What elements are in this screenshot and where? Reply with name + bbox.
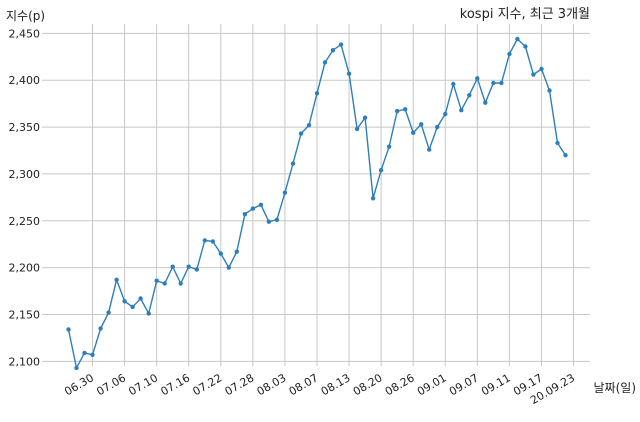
data-point (467, 93, 472, 98)
data-point (435, 124, 440, 130)
data-point (170, 264, 175, 269)
x-tick-label: 08.20 (351, 371, 385, 398)
data-point (194, 267, 199, 272)
data-point (395, 108, 400, 114)
data-point (515, 36, 520, 42)
data-point (282, 190, 288, 195)
data-point (202, 238, 207, 243)
data-point (459, 108, 464, 113)
data-point (130, 304, 135, 310)
x-tick-label: 08.03 (255, 371, 289, 398)
x-tick-label: 08.13 (319, 371, 353, 398)
x-tick-label: 08.26 (383, 371, 417, 398)
data-point (266, 219, 272, 224)
data-point (443, 111, 448, 117)
x-tick-label: 07.22 (191, 371, 225, 398)
y-tick-label: 2,250 (9, 215, 41, 228)
data-point (218, 251, 223, 256)
data-point (66, 327, 71, 332)
data-point (298, 131, 304, 136)
y-tick-label: 2,350 (9, 121, 41, 134)
x-tick-label: 07.28 (223, 371, 257, 398)
data-point (90, 352, 95, 357)
data-point (122, 299, 127, 304)
x-tick-label: 09.11 (479, 371, 513, 398)
data-point (386, 144, 392, 149)
data-point (74, 365, 79, 371)
data-point (258, 202, 264, 207)
data-point (330, 48, 336, 53)
y-tick-label: 2,200 (9, 262, 41, 275)
data-point (403, 107, 408, 112)
y-axis-label: 지수(p) (6, 9, 45, 23)
data-point (547, 88, 552, 93)
data-point (523, 44, 528, 49)
data-point (338, 42, 344, 47)
data-point (370, 196, 376, 201)
y-tick-label: 2,450 (9, 27, 41, 40)
data-point (555, 140, 560, 146)
data-point (242, 212, 248, 217)
data-point (483, 100, 488, 105)
data-point (106, 310, 111, 315)
x-axis-label: 날짜(일) (594, 381, 636, 395)
data-point (499, 80, 504, 86)
data-point (290, 161, 296, 166)
data-point (475, 76, 480, 81)
x-tick-label: 07.06 (94, 371, 128, 398)
data-point (226, 265, 231, 270)
data-point (186, 264, 191, 269)
data-point (507, 51, 512, 57)
data-point (427, 147, 432, 152)
data-point (354, 126, 360, 132)
x-tick-label: 09.01 (415, 371, 449, 398)
series-points (66, 36, 568, 371)
data-point (306, 123, 312, 128)
x-tick-label: 07.10 (126, 371, 160, 398)
data-point (250, 206, 256, 211)
data-point (154, 278, 159, 283)
data-point (274, 217, 280, 222)
data-point (322, 60, 328, 65)
data-point (346, 71, 352, 76)
data-point (98, 326, 103, 331)
y-tick-label: 2,150 (9, 308, 41, 321)
data-point (531, 72, 536, 77)
x-tick-label: 09.07 (447, 371, 481, 398)
x-tick-label: 07.16 (158, 371, 192, 398)
data-point (82, 350, 87, 356)
data-point (491, 80, 496, 86)
data-point (362, 115, 368, 120)
data-point (419, 122, 424, 127)
data-point (234, 249, 239, 254)
data-point (451, 81, 456, 87)
data-point (162, 281, 167, 286)
grid (42, 24, 590, 366)
data-point (138, 296, 143, 301)
data-point (314, 91, 320, 96)
data-point (114, 277, 119, 282)
y-tick-label: 2,100 (9, 355, 41, 368)
data-point (210, 239, 215, 244)
data-point (146, 311, 151, 316)
x-tick-label: 08.07 (287, 371, 321, 398)
y-tick-label: 2,400 (9, 74, 41, 87)
y-tick-label: 2,300 (9, 168, 41, 181)
data-point (563, 153, 568, 158)
chart-title: kospi 지수, 최근 3개월 (460, 7, 590, 22)
data-point (178, 281, 183, 286)
data-point (378, 168, 384, 173)
x-tick-label: 06.30 (62, 371, 96, 398)
data-point (411, 130, 416, 135)
data-point (539, 66, 544, 72)
